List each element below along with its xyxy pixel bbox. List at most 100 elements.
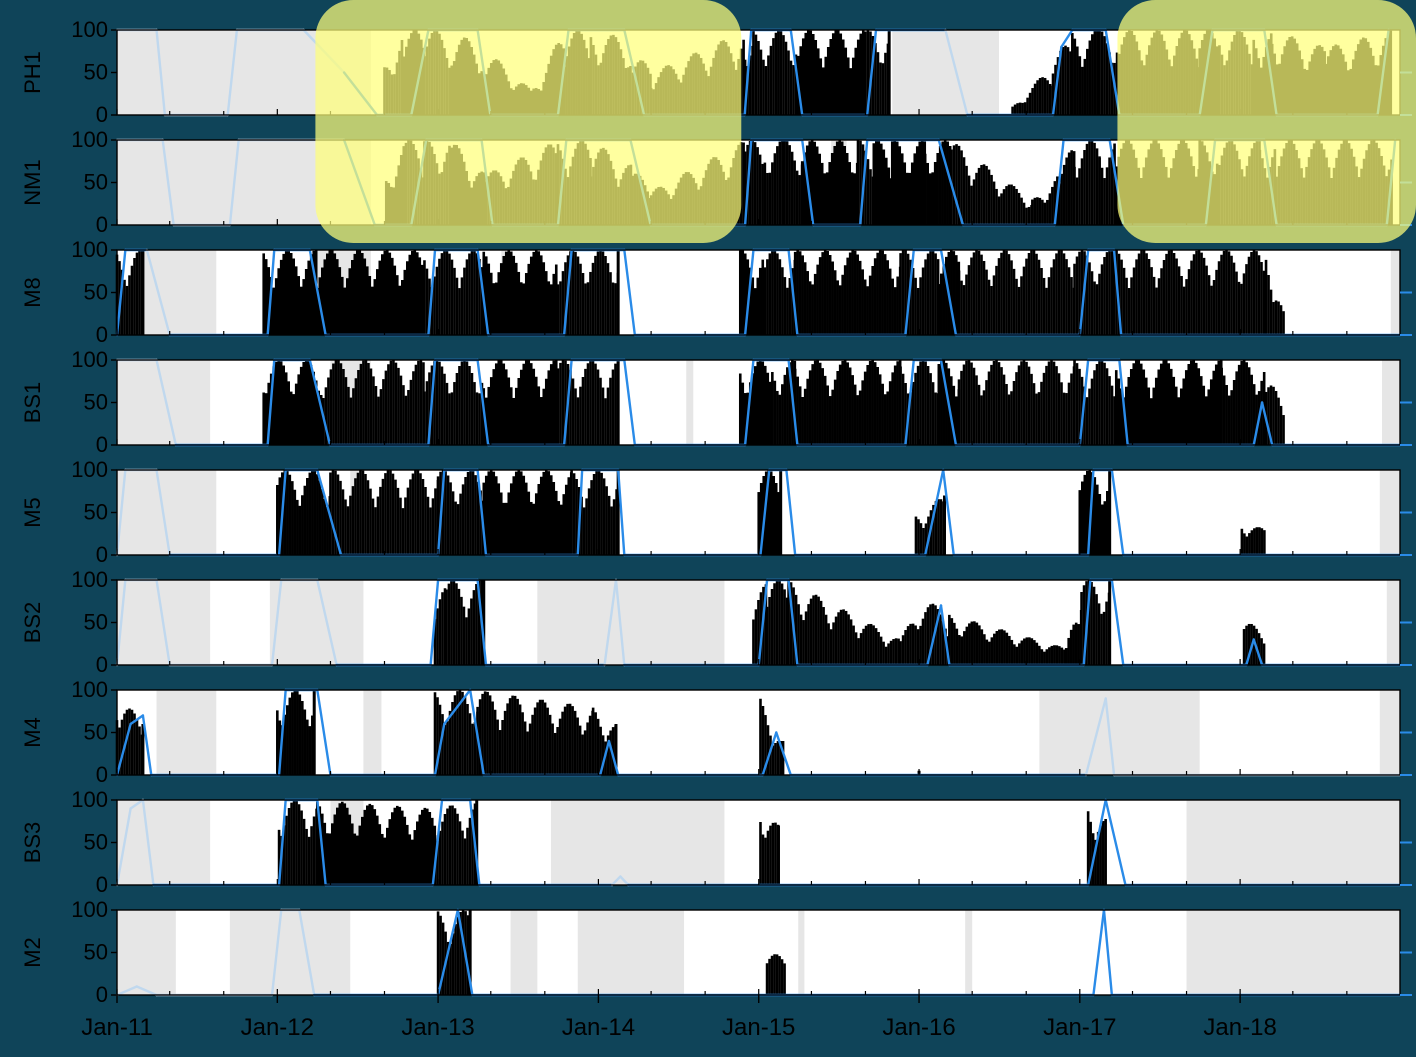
y-tick-label: 50: [84, 610, 108, 635]
no-data-region: [510, 910, 538, 995]
detection-line-segment: [939, 358, 958, 447]
detection-line-segment: [298, 908, 316, 997]
detection-line-segment: [904, 248, 915, 337]
detection-line-segment: [226, 28, 239, 117]
detection-line-segment: [1051, 45, 1063, 117]
detection-line-segment: [228, 138, 240, 227]
detection-line-segment: [161, 138, 175, 227]
y-tick-label: 0: [96, 102, 108, 127]
panel-label: NM1: [20, 159, 45, 205]
detection-line-segment: [616, 468, 626, 557]
no-data-region: [363, 690, 382, 775]
detection-line-segment: [598, 739, 611, 777]
detection-line-segment: [115, 807, 132, 887]
panel-m4: 0 50 100 M4: [20, 677, 1412, 787]
detection-line-segment: [115, 985, 138, 997]
detection-line-segment: [476, 578, 488, 667]
y-tick-label: 100: [71, 347, 108, 372]
y-tick-label: 100: [71, 677, 108, 702]
detection-line-segment: [926, 604, 943, 667]
y-tick-label: 0: [96, 322, 108, 347]
no-data-region: [229, 910, 351, 995]
detection-line-segment: [1092, 908, 1106, 997]
no-data-region: [117, 360, 211, 445]
panel-label: BS1: [20, 382, 45, 424]
detection-line-segment: [1086, 468, 1095, 557]
detection-line-segment: [1245, 638, 1255, 667]
x-tick-label: Jan-12: [241, 1014, 314, 1041]
detection-line-segment: [775, 731, 792, 777]
detection-line-segment: [1078, 248, 1090, 337]
x-tick-label: Jan-15: [722, 1014, 795, 1041]
detection-line-segment: [476, 248, 490, 337]
no-data-region: [1379, 690, 1400, 775]
no-data-region: [1186, 800, 1400, 885]
y-tick-label: 0: [96, 762, 108, 787]
no-data-region: [965, 910, 973, 995]
detection-line-segment: [316, 578, 338, 667]
detection-line-segment: [743, 248, 755, 337]
detection-line-segment: [787, 248, 799, 337]
detection-line-segment: [603, 578, 618, 667]
detection-line-segment: [277, 798, 287, 887]
detection-line-segment: [270, 908, 283, 997]
no-data-region: [686, 360, 694, 445]
detection-line-segment: [787, 578, 799, 667]
detection-line-segment: [607, 739, 620, 777]
detection-line-segment: [1060, 28, 1074, 49]
detection-line-segment: [443, 688, 472, 726]
x-tick-label: Jan-17: [1043, 1014, 1116, 1041]
detection-line-segment: [1252, 638, 1264, 667]
detection-line-segment: [456, 908, 474, 997]
detection-line-segment: [431, 798, 444, 887]
detection-line-segment: [1104, 697, 1116, 777]
panel-label: BS3: [20, 822, 45, 864]
no-data-region: [117, 800, 211, 885]
x-tick-label: Jan-11: [81, 1014, 153, 1041]
panel-label: BS2: [20, 602, 45, 644]
y-tick-label: 100: [71, 17, 108, 42]
detection-line-segment: [433, 722, 446, 777]
no-data-region: [892, 30, 999, 115]
detection-line-segment: [277, 468, 287, 557]
detection-line-segment: [141, 714, 153, 777]
detection-line-segment: [1104, 798, 1127, 887]
no-data-region: [1186, 910, 1400, 995]
detection-line-segment: [476, 358, 490, 447]
detection-line-segment: [1110, 468, 1125, 557]
detection-line-segment: [743, 28, 753, 117]
panel-bs2: 0 50 100 BS2: [20, 567, 1412, 677]
detection-line-segment: [155, 28, 167, 117]
detection-line-segment: [939, 248, 958, 337]
no-data-region: [537, 580, 725, 665]
detection-line-segment: [316, 688, 332, 777]
no-data-region: [577, 910, 685, 995]
x-tick-label: Jan-14: [562, 1014, 635, 1041]
detection-line-segment: [277, 688, 287, 777]
panel-bs3: 0 50 100 BS3: [20, 787, 1412, 897]
detection-line-segment: [1102, 908, 1114, 997]
y-tick-label: 0: [96, 982, 108, 1007]
detection-line-segment: [266, 248, 276, 337]
no-data-region: [1379, 470, 1400, 555]
detection-line-segment: [785, 468, 797, 557]
detection-line-segment: [610, 875, 622, 887]
detection-line-segment: [761, 731, 778, 777]
highlight-region: [1117, 0, 1416, 243]
detection-line-segment: [614, 578, 626, 667]
detection-line-segment: [270, 578, 283, 667]
detection-line-segment: [1110, 578, 1125, 667]
panel-label: M8: [20, 277, 45, 308]
detection-line-segment: [866, 28, 878, 117]
detection-line-segment: [939, 604, 951, 667]
detection-line-segment: [429, 578, 440, 667]
detection-line-segment: [115, 248, 127, 337]
detection-line-segment: [129, 798, 145, 810]
no-data-region: [1390, 250, 1400, 335]
detection-line-segment: [308, 248, 327, 337]
no-data-region: [798, 910, 805, 995]
y-tick-label: 50: [84, 280, 108, 305]
y-tick-label: 100: [71, 787, 108, 812]
